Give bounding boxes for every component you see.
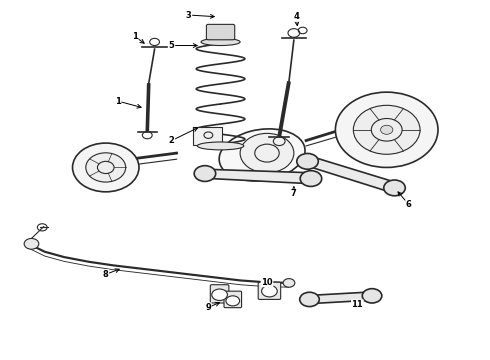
Text: 5: 5	[169, 41, 174, 50]
FancyBboxPatch shape	[224, 291, 242, 308]
Circle shape	[212, 289, 227, 301]
FancyBboxPatch shape	[206, 24, 235, 40]
Circle shape	[384, 180, 405, 196]
Circle shape	[24, 238, 39, 249]
Polygon shape	[309, 292, 372, 304]
Text: 1: 1	[115, 96, 121, 105]
Polygon shape	[306, 157, 397, 193]
Text: 11: 11	[351, 300, 363, 309]
Text: 2: 2	[169, 136, 174, 145]
Circle shape	[300, 171, 322, 186]
Text: 1: 1	[132, 32, 138, 41]
Circle shape	[300, 292, 319, 307]
Polygon shape	[203, 169, 314, 184]
FancyBboxPatch shape	[258, 282, 281, 300]
Text: 7: 7	[291, 189, 297, 198]
Ellipse shape	[197, 142, 244, 150]
Text: 4: 4	[294, 12, 299, 21]
Circle shape	[362, 289, 382, 303]
Circle shape	[86, 153, 125, 182]
Text: 9: 9	[205, 303, 211, 312]
Text: 6: 6	[406, 200, 412, 209]
Text: 10: 10	[261, 278, 273, 287]
Circle shape	[335, 92, 438, 167]
Circle shape	[240, 134, 294, 173]
Circle shape	[226, 296, 240, 306]
Ellipse shape	[201, 39, 240, 45]
FancyBboxPatch shape	[210, 285, 229, 303]
Circle shape	[297, 153, 318, 169]
Text: 8: 8	[103, 270, 109, 279]
Circle shape	[262, 285, 277, 297]
Circle shape	[353, 105, 420, 154]
Circle shape	[194, 166, 216, 181]
Text: 3: 3	[186, 10, 192, 19]
Circle shape	[283, 279, 295, 287]
FancyBboxPatch shape	[193, 127, 221, 145]
Circle shape	[381, 125, 393, 134]
Ellipse shape	[219, 129, 305, 181]
Circle shape	[73, 143, 139, 192]
